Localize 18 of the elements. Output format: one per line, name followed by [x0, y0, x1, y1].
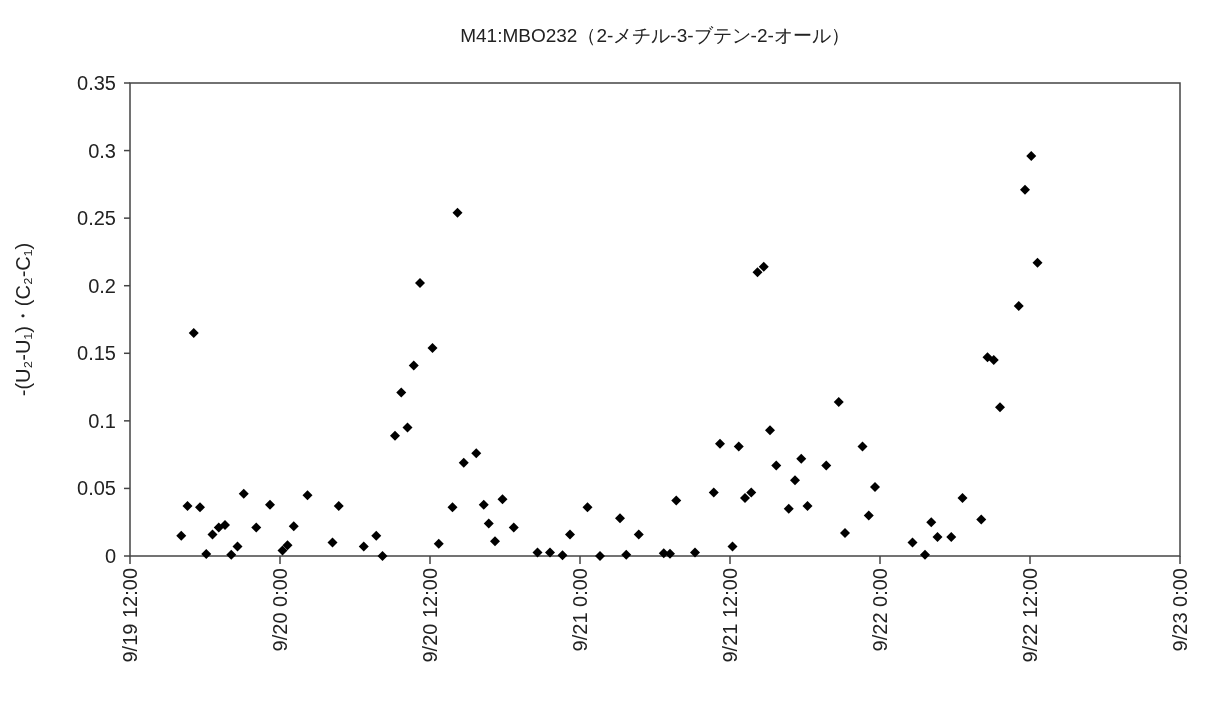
x-tick-label: 9/21 0:00: [569, 568, 591, 652]
y-tick-label: 0.25: [77, 207, 116, 230]
y-tick-label: 0.3: [88, 139, 116, 162]
x-tick-label: 9/21 12:00: [719, 568, 741, 663]
y-tick-label: 0.1: [88, 409, 116, 432]
chart-title: M41:MBO232（2-メチル-3-ブテン-2-オール）: [460, 25, 850, 46]
y-tick-label: 0.15: [77, 342, 116, 365]
y-tick-label: 0.05: [77, 477, 116, 500]
x-tick-label: 9/20 0:00: [269, 568, 291, 652]
y-axis-title: -(U₂-U₁)・(C₂-C₁): [12, 242, 34, 397]
x-tick-label: 9/22 12:00: [1019, 568, 1041, 663]
x-tick-label: 9/20 12:00: [419, 568, 441, 663]
y-tick-label: 0.2: [88, 274, 116, 297]
x-tick-label: 9/22 0:00: [869, 568, 891, 652]
y-tick-label: 0.35: [77, 72, 116, 94]
x-tick-label: 9/23 0:00: [1169, 568, 1191, 652]
x-tick-label: 9/19 12:00: [119, 568, 141, 663]
y-tick-label: 0: [104, 545, 116, 567]
